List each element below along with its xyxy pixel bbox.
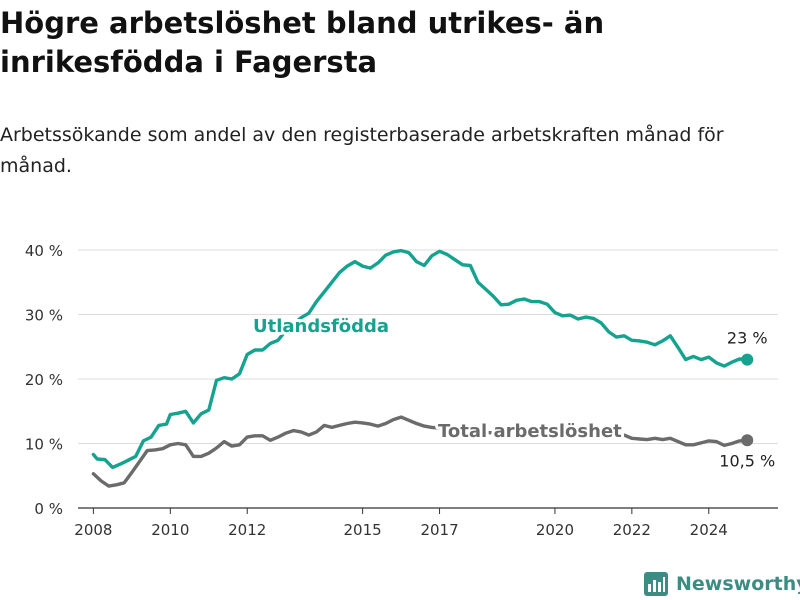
series-line-total <box>91 415 749 488</box>
series-endpoint <box>741 353 754 366</box>
brand-name: Newsworthy <box>676 573 800 595</box>
chart-subtitle: Arbetssökande som andel av den registerb… <box>0 124 724 177</box>
y-tick-label: 0 % <box>34 500 63 518</box>
x-tick-label: 2024 <box>690 521 728 539</box>
x-tick-label: 2017 <box>420 521 458 539</box>
x-tick-label: 2010 <box>151 521 189 539</box>
series-name-label: Total arbetslöshet <box>438 421 622 442</box>
series-line-utlandsfodda <box>91 248 749 470</box>
x-tick-label: 2015 <box>344 521 382 539</box>
newsworthy-logo-icon <box>644 572 668 596</box>
x-tick-label: 2022 <box>613 521 651 539</box>
brand: Newsworthy <box>644 570 800 598</box>
x-tick-label: 2020 <box>536 521 574 539</box>
series-endpoint <box>741 434 754 447</box>
y-tick-label: 10 % <box>25 436 63 454</box>
series-name-halo: Total arbetslöshet <box>438 421 622 442</box>
series-end-label: 23 % <box>727 329 768 348</box>
series-name-halo: Utlandsfödda <box>253 316 389 337</box>
chart-title: Högre arbetslöshet bland utrikes- än inr… <box>0 6 605 79</box>
x-tick-label: 2012 <box>228 521 266 539</box>
y-tick-label: 30 % <box>25 307 63 325</box>
series-name-label: Utlandsfödda <box>253 316 389 337</box>
y-tick-label: 20 % <box>25 371 63 389</box>
x-tick-label: 2008 <box>74 521 112 539</box>
series-end-label: 10,5 % <box>719 451 775 470</box>
y-tick-label: 40 % <box>25 242 63 260</box>
